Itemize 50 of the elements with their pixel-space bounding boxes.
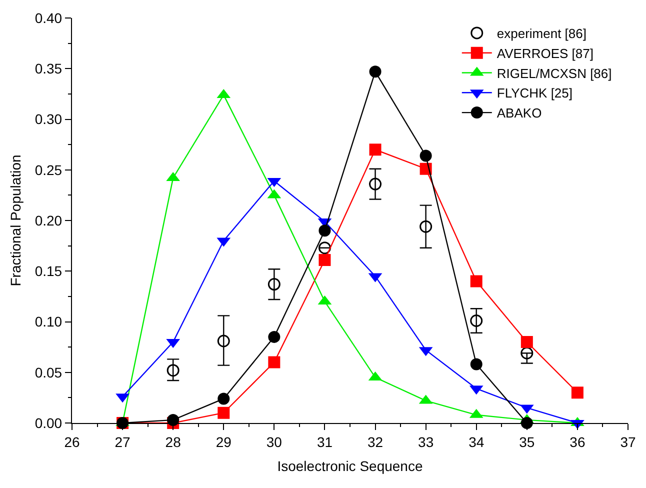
x-tick-label: 32 xyxy=(367,434,384,450)
point xyxy=(420,220,432,233)
legend-label: ABAKO xyxy=(496,106,542,121)
y-tick-label: 0.15 xyxy=(34,263,62,280)
y-tick-label: 0.35 xyxy=(34,60,62,77)
x-tick-label: 26 xyxy=(64,434,80,450)
x-tick-label: 37 xyxy=(620,434,636,450)
point xyxy=(520,346,534,360)
point xyxy=(217,334,230,348)
y-tick-label: 0.10 xyxy=(34,314,62,330)
point xyxy=(218,392,230,405)
x-tick-label: 30 xyxy=(266,434,282,450)
x-tick-label: 36 xyxy=(570,434,586,450)
legend-label: FLYCHK [25] xyxy=(496,86,573,101)
y-tick-label: 0.05 xyxy=(34,364,62,380)
x-tick-label: 27 xyxy=(114,434,131,450)
legend-label: AVERROES [87] xyxy=(496,46,594,61)
point xyxy=(268,278,280,291)
x-tick-label: 35 xyxy=(519,434,535,450)
y-tick-label: 0.20 xyxy=(34,212,62,228)
y-tick-label: 0.40 xyxy=(34,10,62,26)
point xyxy=(166,364,180,377)
x-tick-label: 33 xyxy=(418,434,434,450)
point xyxy=(369,144,382,156)
point xyxy=(167,414,180,426)
point xyxy=(470,358,482,370)
x-tick-label: 29 xyxy=(216,434,232,450)
point xyxy=(318,224,331,237)
x-tick-label: 34 xyxy=(468,434,484,450)
point xyxy=(268,356,280,368)
point xyxy=(571,386,584,399)
point xyxy=(318,242,331,254)
point xyxy=(470,314,483,327)
point xyxy=(520,336,533,348)
point xyxy=(369,178,382,190)
y-tick-label: 0.25 xyxy=(34,162,62,178)
y-axis-title: Fractional Population xyxy=(7,154,24,286)
y-tick-label: 0.00 xyxy=(34,414,62,431)
x-tick-label: 31 xyxy=(316,434,333,450)
point xyxy=(369,66,382,78)
point xyxy=(318,254,331,266)
point xyxy=(268,330,280,343)
x-tick-label: 28 xyxy=(165,434,182,450)
legend-label: RIGEL/MCXSN [86] xyxy=(496,66,612,81)
point xyxy=(470,275,482,288)
point xyxy=(420,150,432,162)
legend-label: experiment [86] xyxy=(496,26,586,42)
x-axis-title: Isoelectronic Sequence xyxy=(277,458,423,474)
point xyxy=(218,406,230,419)
y-tick-label: 0.30 xyxy=(34,111,62,128)
